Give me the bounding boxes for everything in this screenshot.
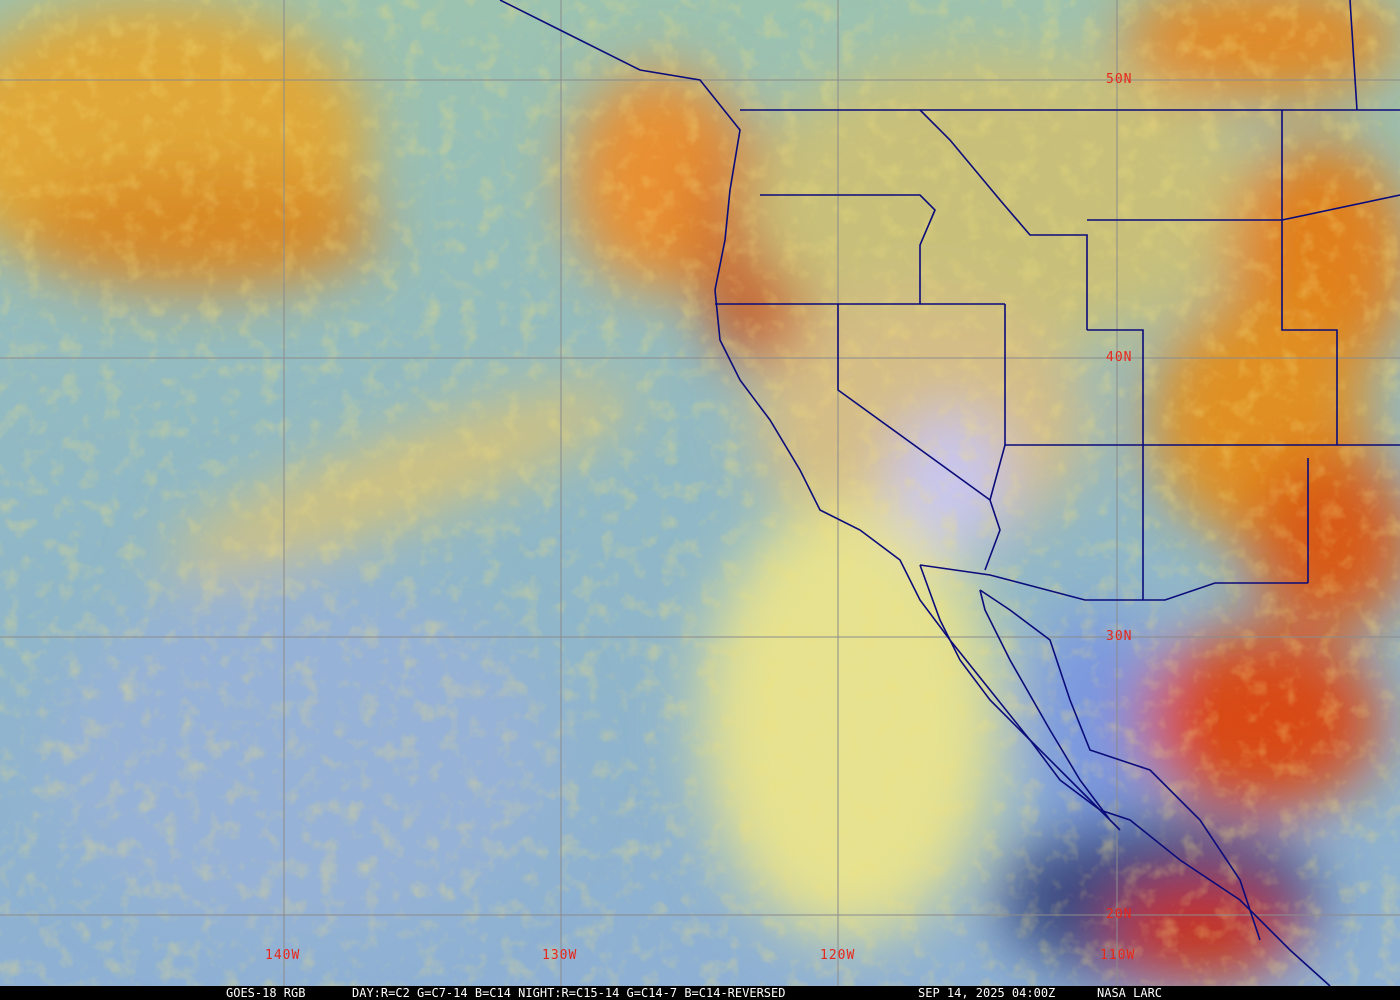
- lon-label-130w: 130W: [542, 948, 578, 963]
- wy-co-border: [1087, 219, 1338, 445]
- lat-label-40n: 40N: [1106, 350, 1133, 365]
- lat-label-30n: 30N: [1106, 629, 1133, 644]
- caption-bar: GOES-18 RGB DAY:R=C2 G=C7-14 B=C14 NIGHT…: [0, 986, 1400, 1000]
- lon-label-120w: 120W: [820, 948, 856, 963]
- baja-peninsula: [919, 564, 1121, 831]
- canada-province-border: [1349, 0, 1358, 111]
- caption-recipe: DAY:R=C2 G=C7-14 B=C14 NIGHT:R=C15-14 G=…: [352, 986, 786, 1000]
- us-mexico-border: [919, 564, 1308, 601]
- ca-az-border: [984, 499, 1001, 571]
- lon-label-110w: 110W: [1100, 948, 1136, 963]
- ca-nv-border: [837, 304, 991, 501]
- political-boundaries: [499, 0, 1400, 987]
- coastline: [499, 0, 1331, 987]
- mexico-coast: [979, 589, 1261, 941]
- wa-or-border: [760, 194, 936, 304]
- ut-border: [1087, 329, 1144, 445]
- mt-nd-border: [1281, 110, 1400, 221]
- caption-product: GOES-18 RGB: [226, 986, 306, 1000]
- id-mt-border: [919, 109, 1088, 330]
- caption-credit: NASA LARC: [1097, 986, 1163, 1000]
- lat-label-20n: 20N: [1106, 907, 1133, 922]
- caption-timestamp: SEP 14, 2025 04:00Z: [918, 986, 1056, 1000]
- lat-label-50n: 50N: [1106, 72, 1133, 87]
- lon-label-140w: 140W: [265, 948, 301, 963]
